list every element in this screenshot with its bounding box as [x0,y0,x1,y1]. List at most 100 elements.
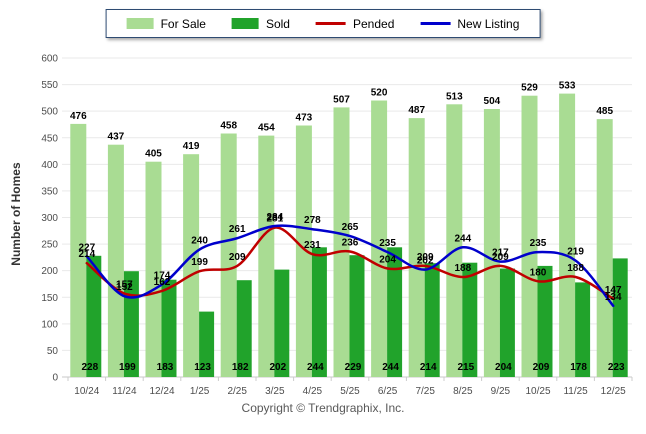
for-sale-value-label: 533 [559,81,576,92]
pended-value-label: 188 [567,263,584,274]
bar-for-sale [408,118,425,377]
sold-value-label: 209 [533,362,550,373]
legend-item-for-sale: For Sale [126,16,206,31]
bar-sold [86,255,102,377]
bar-for-sale [107,144,124,377]
x-axis-label: 2/25 [227,386,247,397]
x-axis-label: 10/24 [74,386,99,397]
pended-value-label: 204 [379,255,396,266]
sold-value-label: 183 [157,362,174,373]
x-axis-label: 12/25 [601,386,626,397]
for-sale-value-label: 437 [108,132,125,143]
bar-sold [161,279,177,377]
for-sale-value-label: 504 [484,96,501,107]
for-sale-value-label: 405 [145,149,162,160]
bar-sold [349,255,365,377]
y-tick-label: 250 [41,240,58,251]
legend-item-pended: Pended [315,17,394,31]
for-sale-value-label: 507 [333,94,350,105]
new-listing-value-label: 265 [342,222,359,233]
x-axis-label: 7/25 [415,386,435,397]
for-sale-value-label: 419 [183,141,200,152]
bar-sold [199,311,215,377]
sold-value-label: 229 [345,362,362,373]
for-sale-value-label: 476 [70,111,87,122]
sold-value-label: 199 [119,362,136,373]
legend-item-new-listing: New Listing [420,17,519,31]
y-tick-label: 100 [41,319,58,330]
for-sale-value-label: 454 [258,123,275,134]
pended-line [85,226,615,301]
legend-label-new-listing: New Listing [457,16,520,31]
y-tick-label: 500 [41,107,58,118]
pended-value-label: 214 [78,249,95,260]
x-axis-label: 8/25 [453,386,473,397]
pended-value-label: 162 [154,277,171,288]
legend-label-for-sale: For Sale [160,16,206,31]
x-axis-label: 1/25 [190,386,210,397]
x-axis-label: 4/25 [303,386,323,397]
for-sale-value-label: 485 [596,106,613,117]
bar-for-sale [145,161,162,377]
bar-sold [612,258,628,377]
bar-sold [424,263,440,377]
legend: For Sale Sold Pended New Listing [105,9,541,38]
pended-line-swatch [315,22,346,25]
pended-value-label: 231 [304,240,321,251]
y-tick-label: 200 [41,266,58,277]
pended-value-label: 147 [605,285,622,296]
bar-for-sale [521,95,538,377]
new-listing-value-label: 217 [492,248,509,259]
bar-for-sale [483,109,500,377]
sold-value-label: 123 [194,362,211,373]
y-tick-label: 150 [41,293,58,304]
new-listing-value-label: 152 [116,282,133,293]
legend-item-sold: Sold [231,16,290,31]
bar-for-sale [371,100,388,377]
bar-sold [499,268,515,377]
bar-for-sale [333,107,350,378]
bar-for-sale [220,133,237,377]
y-tick-label: 600 [41,54,58,65]
sold-value-label: 214 [420,362,437,373]
new-listing-line [85,224,615,308]
pended-value-label: 209 [229,252,246,263]
legend-label-sold: Sold [265,16,290,31]
for-sale-swatch [126,18,154,29]
sold-value-label: 178 [570,362,587,373]
bar-for-sale [258,135,275,377]
bar-sold [537,265,553,377]
x-axis-label: 9/25 [491,386,511,397]
bar-for-sale [183,154,200,377]
new-listing-value-label: 227 [78,242,95,253]
sold-value-label: 244 [307,362,324,373]
x-axis-label: 10/25 [525,386,550,397]
bar-sold [274,269,290,377]
bar-for-sale [596,119,613,377]
pended-value-label: 199 [191,257,208,268]
sold-value-label: 182 [232,362,249,373]
y-tick-label: 550 [41,80,58,91]
bar-sold [236,280,252,377]
chart-svg: 0 50 100 150 200 250 300 350 400 450 500 550 600 476 2… [41,54,633,397]
bar-sold [575,282,591,377]
new-listing-line-swatch [420,22,451,25]
new-listing-value-label: 284 [266,212,283,223]
new-listing-value-label: 278 [304,215,321,226]
sold-value-label: 204 [495,362,512,373]
new-listing-value-label: 240 [191,235,208,246]
pended-value-label: 188 [454,263,471,274]
y-tick-label: 300 [41,213,58,224]
sold-value-label: 228 [81,362,98,373]
copyright-text: Copyright © Trendgraphix, Inc. [241,401,405,415]
for-sale-value-label: 520 [371,88,388,99]
for-sale-value-label: 458 [220,120,237,131]
bar-sold [462,262,478,377]
y-tick-label: 350 [41,186,58,197]
x-axis-label: 11/25 [563,386,588,397]
sold-value-label: 202 [269,362,286,373]
pended-value-label: 157 [116,280,133,291]
for-sale-value-label: 513 [446,91,463,102]
pended-value-label: 209 [492,252,509,263]
bar-for-sale [559,93,576,377]
